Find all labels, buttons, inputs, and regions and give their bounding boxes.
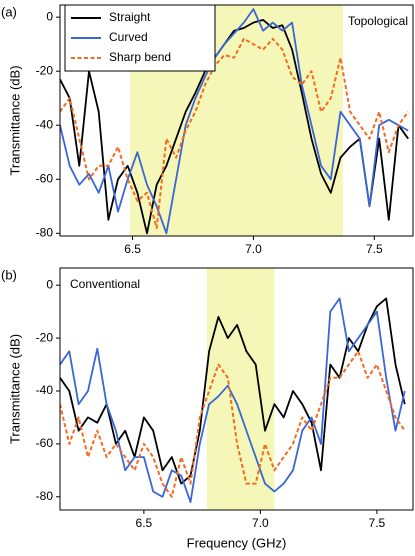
series-line bbox=[60, 350, 406, 498]
y-tick-label: 0 bbox=[46, 277, 53, 291]
highlight-band bbox=[206, 268, 275, 510]
legend: Straight Curved Sharp bend bbox=[64, 4, 216, 72]
x-axis-label: Frequency (GHz) bbox=[187, 535, 287, 550]
y-tick-label: -40 bbox=[36, 117, 54, 131]
series-group bbox=[60, 8, 410, 235]
x-tick-label: 7.0 bbox=[252, 516, 269, 530]
annotation: Topological bbox=[348, 14, 408, 28]
y-tick-label: -20 bbox=[36, 63, 54, 77]
y-axis-label: Transmittance (dB) bbox=[7, 334, 22, 444]
y-tick-label: 0 bbox=[46, 9, 53, 23]
legend-label: Curved bbox=[109, 30, 148, 44]
y-tick-label: -20 bbox=[36, 330, 54, 344]
legend-label: Straight bbox=[109, 10, 151, 24]
series-line bbox=[60, 297, 406, 503]
legend-label: Sharp bend bbox=[109, 50, 171, 64]
y-tick-label: -60 bbox=[36, 436, 54, 450]
y-tick-label: -60 bbox=[36, 171, 54, 185]
series-line bbox=[60, 8, 409, 235]
x-tick-label: 7.0 bbox=[245, 242, 262, 256]
x-tick-label: 7.5 bbox=[369, 516, 386, 530]
panel-label: (b) bbox=[1, 267, 17, 282]
series-group bbox=[60, 297, 406, 503]
x-tick-label: 7.5 bbox=[366, 242, 383, 256]
y-tick-label: -80 bbox=[36, 489, 54, 503]
x-tick-label: 6.5 bbox=[136, 516, 153, 530]
panel: 0 -20 -40 -60 -80 6.5 7.0 7.5 (b) Conventional Tra… bbox=[1, 267, 414, 550]
y-tick-label: -80 bbox=[36, 225, 54, 239]
series-line bbox=[60, 19, 409, 235]
series-line bbox=[60, 37, 410, 229]
annotation: Conventional bbox=[70, 277, 140, 291]
plot-frame bbox=[59, 4, 414, 237]
y-axis-label: Transmittance (dB) bbox=[7, 65, 22, 175]
panel-label: (a) bbox=[1, 4, 17, 19]
panel: 0 -20 -40 -60 -80 6.5 7.0 7.5 (a) Topological Tran… bbox=[1, 4, 414, 256]
y-tick-label: -40 bbox=[36, 383, 54, 397]
x-tick-label: 6.5 bbox=[124, 242, 141, 256]
plot-frame bbox=[59, 267, 414, 511]
